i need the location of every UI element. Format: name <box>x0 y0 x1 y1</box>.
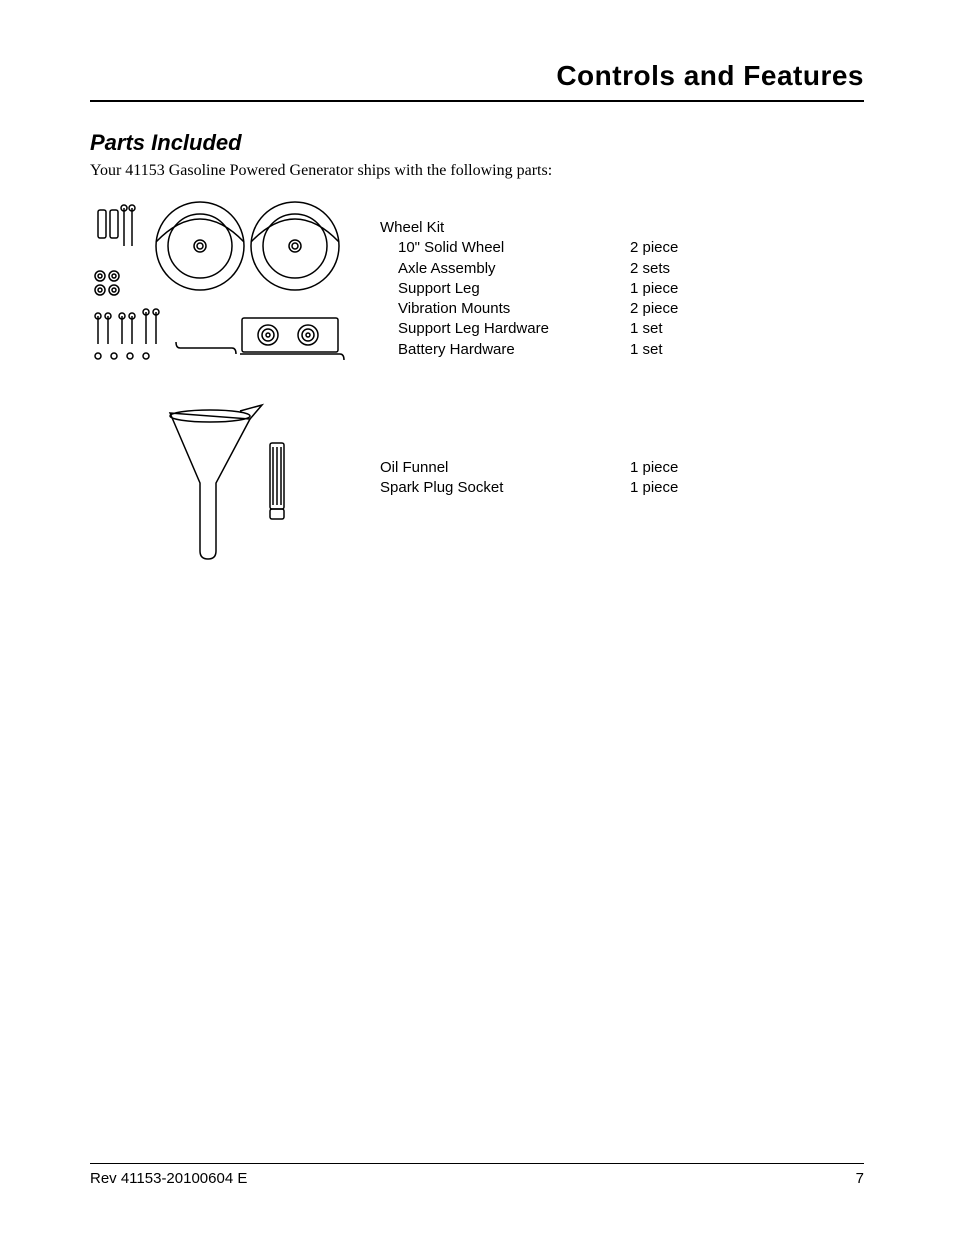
part-qty: 1 set <box>630 319 710 339</box>
part-qty: 2 piece <box>630 238 710 258</box>
wheelkit-list: Wheel Kit 10" Solid Wheel 2 piece Axle A… <box>380 198 864 360</box>
part-qty: 1 set <box>630 340 710 360</box>
part-qty: 1 piece <box>630 279 710 299</box>
part-name: Battery Hardware <box>380 340 630 360</box>
wheelkit-block: Wheel Kit 10" Solid Wheel 2 piece Axle A… <box>90 198 864 373</box>
wheelkit-illustration <box>90 198 350 373</box>
part-row: Oil Funnel 1 piece <box>380 458 864 478</box>
page-footer: Rev 41153-20100604 E 7 <box>90 1163 864 1187</box>
part-name: Oil Funnel <box>380 458 630 478</box>
part-row: Spark Plug Socket 1 piece <box>380 478 864 498</box>
tools-svg <box>130 403 310 563</box>
part-qty: 2 piece <box>630 299 710 319</box>
part-row: Support Leg Hardware 1 set <box>380 319 864 339</box>
part-name: Axle Assembly <box>380 259 630 279</box>
tools-list: Oil Funnel 1 piece Spark Plug Socket 1 p… <box>380 403 864 499</box>
part-name: Spark Plug Socket <box>380 478 630 498</box>
tools-illustration <box>90 403 350 563</box>
part-qty: 1 piece <box>630 478 710 498</box>
wheelkit-svg <box>90 198 350 373</box>
part-name: Support Leg <box>380 279 630 299</box>
part-row: Battery Hardware 1 set <box>380 340 864 360</box>
page-header: Controls and Features <box>90 60 864 102</box>
part-row: 10" Solid Wheel 2 piece <box>380 238 864 258</box>
part-name: Vibration Mounts <box>380 299 630 319</box>
group-name: Wheel Kit <box>380 218 630 238</box>
page-header-title: Controls and Features <box>556 60 864 91</box>
part-qty: 1 piece <box>630 458 710 478</box>
footer-page-number: 7 <box>856 1170 864 1187</box>
section-intro: Your 41153 Gasoline Powered Generator sh… <box>90 162 864 180</box>
footer-rev: Rev 41153-20100604 E <box>90 1170 247 1187</box>
part-name: Support Leg Hardware <box>380 319 630 339</box>
section-title: Parts Included <box>90 130 864 156</box>
part-row: Axle Assembly 2 sets <box>380 259 864 279</box>
part-name: 10" Solid Wheel <box>380 238 630 258</box>
part-qty: 2 sets <box>630 259 710 279</box>
tools-block: Oil Funnel 1 piece Spark Plug Socket 1 p… <box>90 403 864 563</box>
wheelkit-group-title: Wheel Kit <box>380 218 864 238</box>
part-row: Vibration Mounts 2 piece <box>380 299 864 319</box>
part-row: Support Leg 1 piece <box>380 279 864 299</box>
